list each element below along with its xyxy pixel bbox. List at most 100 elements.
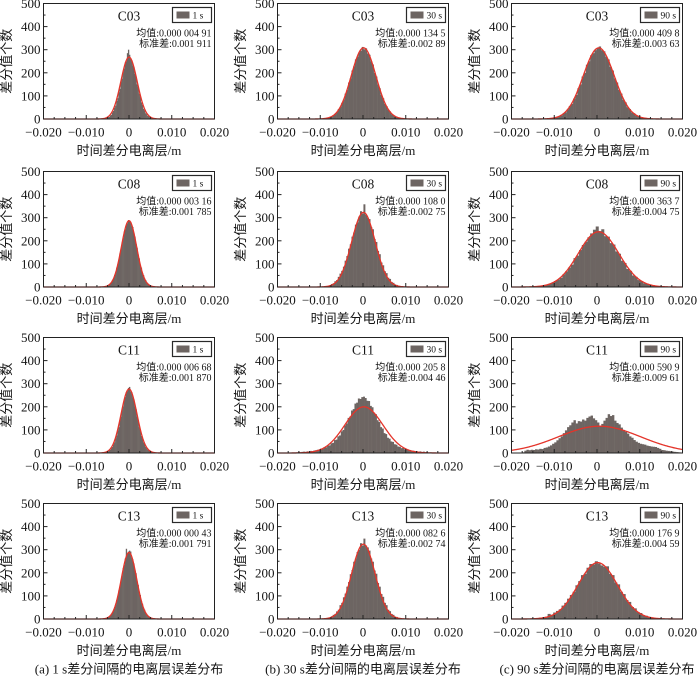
histogram-bar	[122, 406, 124, 453]
legend-box	[405, 340, 447, 358]
histogram-bar	[541, 449, 544, 453]
axis-ticks	[43, 3, 215, 120]
y-tick-label: 500	[255, 0, 275, 11]
panel-c13-30s: −0.020 −0.010 0 0.010 0.020 0 100 200 300 400 500 C…	[233, 496, 463, 658]
histogram-bar	[341, 270, 344, 287]
histogram-bar	[528, 450, 531, 453]
histogram-bar	[356, 56, 359, 119]
y-tick-label: 300	[255, 42, 275, 57]
stats-std-label: 标准差:	[612, 371, 645, 384]
histogram-bar	[119, 253, 121, 287]
histogram-bar	[389, 278, 392, 287]
panel-c03-1s: −0.020 −0.010 0 0.010 0.020 0 100 200 300 400 500 C…	[0, 0, 229, 158]
stats-std-text: 标准差:0.001 911	[139, 37, 211, 50]
histogram-bar	[345, 423, 348, 453]
histogram-bar	[126, 553, 129, 619]
histogram-bar	[140, 600, 143, 619]
y-tick-label: 500	[21, 330, 41, 345]
y-tick-label: 400	[255, 19, 275, 34]
histogram-bar	[346, 256, 349, 287]
stats-std-text: 标准差:0.002 74	[378, 537, 446, 550]
stats-std-label: 标准差:	[378, 537, 411, 550]
axis-ticks	[277, 337, 449, 454]
x-axis-title: 时间差分电离层/m	[545, 311, 650, 326]
histogram-bar	[587, 237, 591, 287]
histogram-bar	[558, 438, 561, 453]
stats-std-label: 标准差:	[612, 37, 645, 50]
histogram-bar	[564, 602, 568, 619]
histogram-bar	[409, 450, 412, 453]
histogram-bar	[135, 244, 137, 287]
y-tick-label: 0	[268, 280, 275, 295]
histogram-bars	[517, 414, 683, 453]
normal-fit-curve	[511, 231, 683, 288]
y-axis-title: 差分值个数	[0, 529, 14, 594]
histogram-bar	[609, 416, 613, 453]
x-tick-label: 0.010	[157, 459, 186, 474]
histogram-bar	[586, 567, 590, 619]
stats-mean-label: 均值:	[609, 27, 632, 40]
histogram-bar	[654, 446, 658, 453]
histogram-bar	[609, 243, 613, 287]
histogram-bar	[385, 434, 388, 453]
y-axis-title: 差分值个数	[467, 197, 482, 262]
x-axis-title: 时间差分电离层/m	[311, 311, 416, 326]
histogram-bar	[109, 615, 112, 619]
histogram-bar	[620, 93, 623, 119]
histogram-bar	[366, 400, 369, 453]
y-tick-label: 100	[489, 88, 509, 103]
legend: 90 s	[639, 340, 681, 358]
legend-box	[405, 506, 447, 524]
histogram-bar	[635, 441, 638, 453]
histogram-bar	[366, 547, 369, 619]
legend-swatch	[410, 179, 424, 187]
histogram-bar	[558, 116, 561, 119]
histogram-bar	[614, 582, 618, 619]
histogram-bar	[341, 602, 344, 619]
histogram-bar	[119, 420, 121, 453]
histogram-bar	[346, 586, 349, 619]
histogram-bar	[635, 115, 638, 119]
y-tick-label: 0	[268, 112, 275, 127]
x-tick-label: 0	[594, 293, 601, 308]
histogram-bar	[147, 283, 149, 287]
histogram-bar	[404, 449, 406, 453]
legend-box	[405, 174, 447, 192]
histogram-bar	[650, 446, 653, 453]
histogram-bar	[133, 67, 135, 119]
histogram-bar	[112, 278, 115, 287]
y-tick-label: 100	[255, 588, 275, 603]
y-axis-title: 差分值个数	[233, 529, 248, 594]
stats-mean-text: 均值:0.000 004 91	[136, 27, 211, 40]
stats-mean-value: 0.000 409 8	[632, 29, 680, 40]
histogram-bars	[102, 49, 158, 120]
histogram-bar	[652, 446, 655, 453]
x-axis-title: 时间差分电离层/m	[77, 643, 182, 658]
histogram-bar	[134, 406, 136, 453]
histogram-bar	[651, 285, 655, 287]
histogram-bar	[127, 551, 130, 619]
x-tick-label: −0.020	[493, 293, 530, 308]
histogram-bar	[121, 409, 123, 453]
histogram-bar	[328, 445, 331, 453]
histogram-bar	[410, 450, 413, 453]
legend: 1 s	[171, 6, 213, 24]
histogram-bar	[569, 594, 573, 619]
legend-label: 90 s	[661, 346, 677, 356]
histogram-bar	[597, 422, 600, 453]
histogram-bar	[125, 61, 128, 119]
legend-label: 30 s	[427, 180, 443, 190]
normal-fit-curve	[511, 561, 683, 620]
panel-title: C08	[352, 177, 375, 192]
stats-std-label: 标准差:	[612, 205, 645, 218]
histogram-bar	[112, 610, 115, 619]
y-tick-label: 100	[489, 588, 509, 603]
histogram-bar	[111, 280, 114, 287]
histogram-bar	[624, 431, 628, 453]
histogram-bar	[556, 440, 559, 453]
histogram-bar	[377, 582, 380, 619]
histogram-bar	[407, 450, 410, 453]
histogram-bar	[126, 223, 129, 287]
histogram-bar	[137, 254, 139, 287]
